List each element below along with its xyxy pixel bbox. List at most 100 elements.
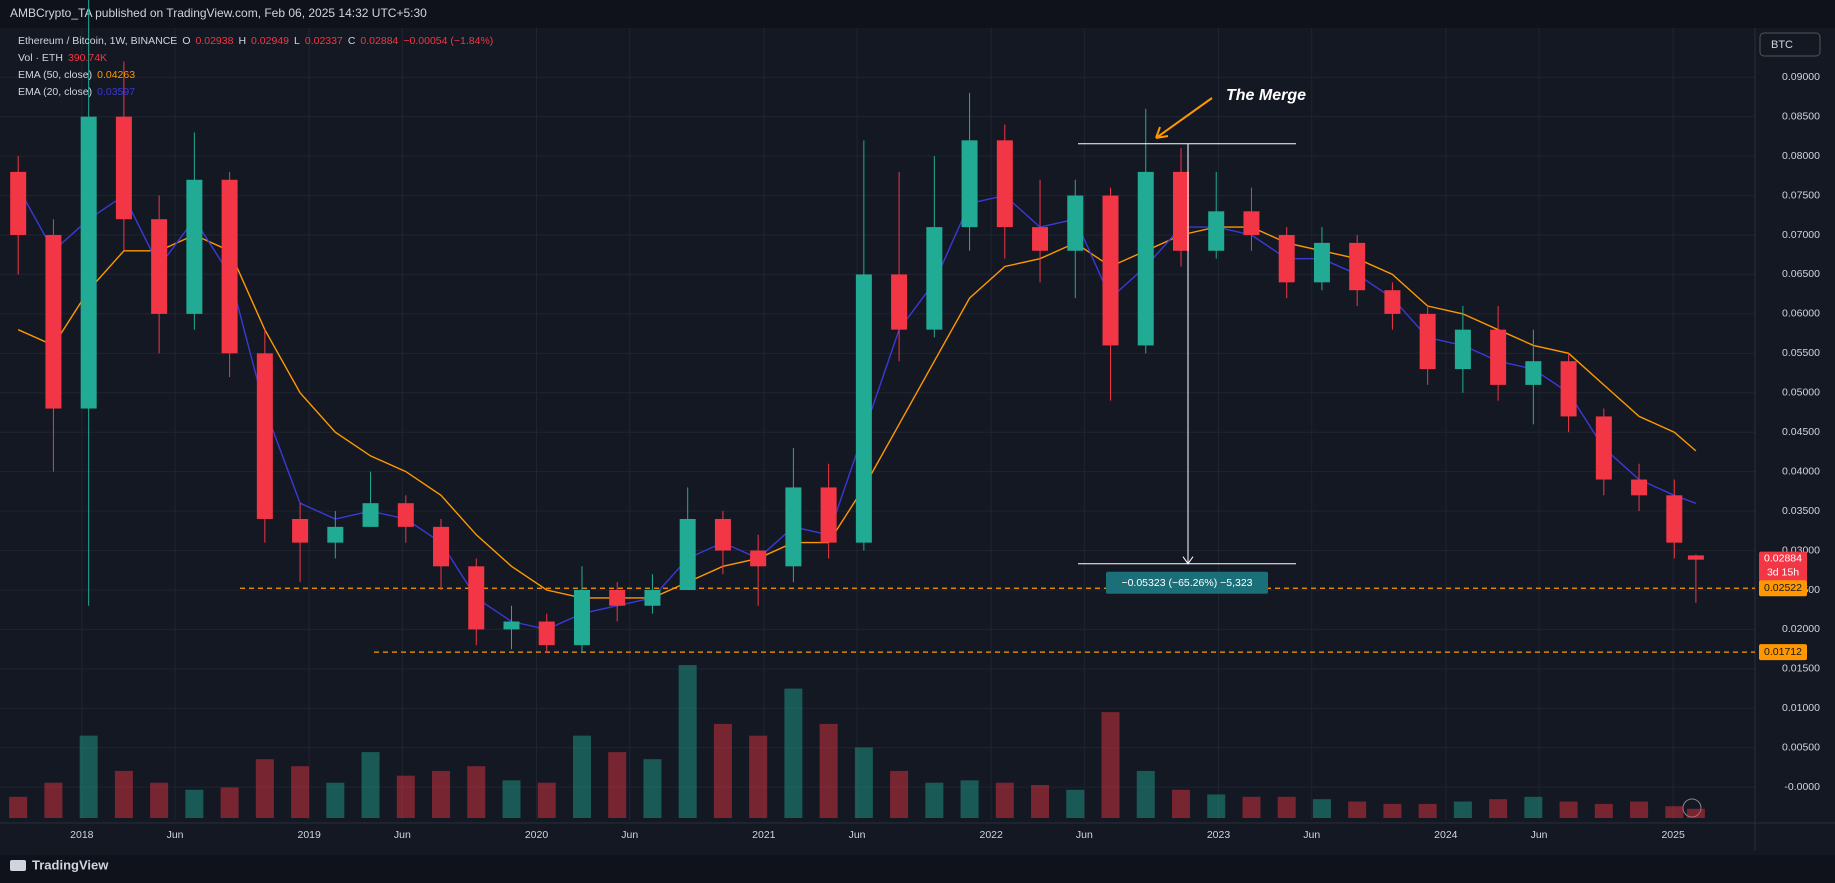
volume-bar xyxy=(255,759,274,818)
candle-body xyxy=(1490,329,1507,385)
candle-body xyxy=(292,518,309,543)
candle-body xyxy=(1666,495,1683,543)
x-tick-label: 2019 xyxy=(297,829,321,841)
volume-bar xyxy=(1348,801,1367,818)
candle-body xyxy=(926,227,943,330)
volume-bar xyxy=(819,723,838,818)
x-tick-label: Jun xyxy=(394,829,411,841)
currency-button[interactable] xyxy=(1759,32,1821,57)
y-tick-label: 0.04500 xyxy=(1782,426,1820,438)
candle-body xyxy=(1243,211,1260,235)
volume-bar xyxy=(678,665,697,818)
volume-bar xyxy=(1665,806,1684,818)
candle-body xyxy=(644,589,661,606)
change-label: −0.00054 (−1.84%) xyxy=(403,35,493,47)
currency-button-label[interactable]: BTC xyxy=(1771,39,1793,51)
x-tick-label: 2023 xyxy=(1207,829,1231,841)
volume-bar xyxy=(1312,799,1331,818)
volume-bar xyxy=(502,780,521,818)
candle-body xyxy=(1067,195,1084,251)
current-price-box xyxy=(1759,551,1807,582)
candle-body xyxy=(327,526,344,543)
volume-bar xyxy=(1207,794,1226,818)
candle-body xyxy=(221,179,238,354)
volume-bar xyxy=(1136,770,1155,818)
candle-body xyxy=(1313,242,1330,283)
candle-body xyxy=(1525,361,1542,385)
x-tick-label: 2025 xyxy=(1661,829,1685,841)
y-tick-label: 0.06000 xyxy=(1782,308,1820,320)
candle-body xyxy=(1102,195,1119,346)
candle-body xyxy=(1137,171,1154,346)
published-line: AMBCrypto_TA published on TradingView.co… xyxy=(10,6,427,20)
volume-bar xyxy=(150,782,169,818)
merge-arrow xyxy=(1155,97,1213,139)
volume-bar xyxy=(1277,796,1296,818)
candle-body xyxy=(1278,234,1295,283)
candle-body xyxy=(80,116,97,409)
volume-bar xyxy=(1242,796,1261,818)
x-tick-label: Jun xyxy=(167,829,184,841)
volume-bar xyxy=(1171,789,1190,818)
volume-bar xyxy=(1101,712,1120,818)
candle-body xyxy=(468,566,485,630)
alert-icon[interactable] xyxy=(1682,798,1702,818)
y-tick-label: 0.01500 xyxy=(1782,663,1820,675)
x-tick-label: 2022 xyxy=(979,829,1003,841)
y-tick-label: 0.02000 xyxy=(1782,623,1820,635)
candle-body xyxy=(961,140,978,228)
measure-label-box xyxy=(1106,571,1268,594)
y-tick-label: 0.07000 xyxy=(1782,229,1820,241)
candle-body xyxy=(1208,211,1225,251)
candle-body xyxy=(45,234,62,409)
volume-bar xyxy=(1066,789,1085,818)
ohlc-key: L xyxy=(294,35,300,47)
volume-bar xyxy=(1524,796,1543,818)
candle-body xyxy=(1032,227,1049,251)
volume-bar xyxy=(1594,803,1613,818)
volume-bar xyxy=(713,723,732,818)
x-tick-label: 2018 xyxy=(70,829,94,841)
volume-bar xyxy=(9,796,28,818)
volume-bar xyxy=(396,775,415,818)
x-tick-label: 2020 xyxy=(525,829,549,841)
candle-body xyxy=(1560,361,1577,417)
volume-bar xyxy=(537,782,556,818)
candle-body xyxy=(10,171,27,235)
x-tick-label: 2024 xyxy=(1434,829,1458,841)
volume-bar xyxy=(114,770,133,818)
volume-bar xyxy=(361,752,380,818)
x-tick-label: 2021 xyxy=(752,829,776,841)
candle-body xyxy=(855,274,872,543)
y-tick-label: 0.09000 xyxy=(1782,71,1820,83)
ohlc-value: 0.02884 xyxy=(360,35,398,47)
legend-name: Vol · ETH xyxy=(18,52,63,64)
volume-bar xyxy=(1031,785,1050,818)
x-tick-label: Jun xyxy=(1303,829,1320,841)
legend-value: 0.04263 xyxy=(97,69,135,81)
y-tick-label: 0.05500 xyxy=(1782,347,1820,359)
volume-bar xyxy=(925,782,944,818)
candle-body xyxy=(186,179,203,314)
candle-body xyxy=(1384,290,1401,314)
volume-bar xyxy=(220,787,239,818)
candle-body xyxy=(996,140,1013,228)
y-tick-label: 0.00500 xyxy=(1782,742,1820,754)
candle-body xyxy=(1631,479,1648,496)
volume-bar xyxy=(749,735,768,818)
volume-bar xyxy=(643,759,662,818)
countdown-label: 3d 15h xyxy=(1767,566,1799,578)
x-tick-label: Jun xyxy=(1531,829,1548,841)
volume-bar xyxy=(1453,801,1472,818)
volume-bar xyxy=(467,766,486,818)
symbol-label: Ethereum / Bitcoin, 1W, BINANCE xyxy=(18,35,177,47)
candle-body xyxy=(256,353,273,519)
y-tick-label: -0.0000 xyxy=(1784,781,1820,793)
volume-bar xyxy=(890,770,909,818)
measure-label: −0.05323 (−65.26%) −5,323 xyxy=(1121,577,1252,589)
y-tick-label: 0.08500 xyxy=(1782,110,1820,122)
volume-bar xyxy=(1686,808,1705,818)
volume-bar xyxy=(854,747,873,818)
volume-bar xyxy=(995,782,1014,818)
